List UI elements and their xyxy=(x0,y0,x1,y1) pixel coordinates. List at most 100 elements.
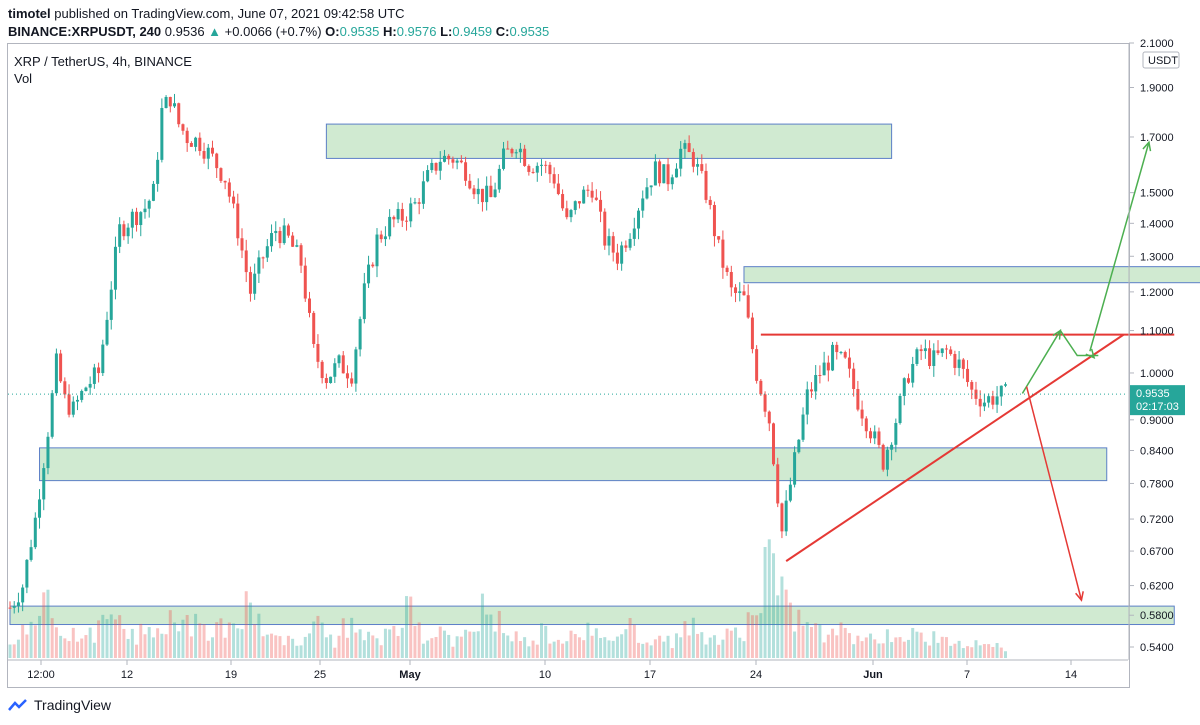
volume-bar xyxy=(316,615,320,658)
candle-body xyxy=(320,361,324,379)
volume-legend: Vol xyxy=(14,71,33,86)
candle-body xyxy=(696,164,700,167)
volume-bar xyxy=(198,623,202,658)
volume-bar xyxy=(97,620,101,658)
candle-body xyxy=(248,272,252,294)
candle-body xyxy=(362,283,366,320)
h-label: H: xyxy=(383,24,397,39)
volume-bar xyxy=(915,631,919,658)
candle-body xyxy=(59,353,63,382)
red-arrowhead xyxy=(1075,591,1084,602)
volume-bar xyxy=(63,638,67,658)
volume-bar xyxy=(788,602,792,658)
price-tick-label: 1.7000 xyxy=(1140,132,1174,144)
candle-body xyxy=(67,394,71,415)
volume-bar xyxy=(759,613,763,658)
volume-bar xyxy=(379,645,383,658)
volume-bar xyxy=(417,622,421,658)
volume-bar xyxy=(911,627,915,658)
candle-body xyxy=(80,390,84,400)
price-tick-label: 0.9000 xyxy=(1140,415,1174,427)
support-trendline xyxy=(785,333,1125,562)
volume-bar xyxy=(240,629,244,658)
candle-body xyxy=(227,182,231,197)
volume-bar xyxy=(350,617,354,658)
candle-body xyxy=(447,155,451,160)
candle-body xyxy=(291,235,295,247)
change: +0.0066 (+0.7%) xyxy=(224,24,322,39)
volume-bar xyxy=(480,593,484,658)
volume-bar xyxy=(202,624,206,658)
candle-body xyxy=(54,353,58,394)
candle-body xyxy=(101,344,105,374)
candle-body xyxy=(662,164,666,184)
candle-body xyxy=(177,103,181,125)
candle-body xyxy=(767,411,771,424)
last-price: 0.9536 xyxy=(164,24,205,39)
candle-body xyxy=(354,349,358,384)
candle-body xyxy=(873,431,877,439)
candle-body xyxy=(168,96,172,107)
volume-bar xyxy=(371,635,375,658)
candle-body xyxy=(755,349,759,381)
candle-body xyxy=(405,220,409,222)
volume-bar xyxy=(42,592,46,658)
volume-bar xyxy=(88,627,92,658)
volume-bar xyxy=(8,644,12,658)
volume-bar xyxy=(814,623,818,658)
volume-bar xyxy=(518,640,522,658)
volume-bar xyxy=(755,615,759,658)
time-tick-label: 12:00 xyxy=(27,669,55,681)
green-arrowhead xyxy=(1142,140,1152,152)
candle-body xyxy=(860,409,864,419)
candle-body xyxy=(97,367,101,374)
volume-bar xyxy=(459,636,463,658)
candle-body xyxy=(210,147,214,154)
candle-body xyxy=(805,389,809,415)
candle-body xyxy=(21,587,25,603)
volume-bar xyxy=(725,628,729,658)
tradingview-logo[interactable]: TradingView xyxy=(8,697,111,713)
volume-bar xyxy=(535,644,539,658)
candle-body xyxy=(502,148,506,169)
red-breakdown-arrow xyxy=(1025,386,1083,601)
candle-body xyxy=(603,211,607,246)
price-tick-label: 0.6200 xyxy=(1140,581,1174,593)
volume-bar xyxy=(573,634,577,658)
volume-bar xyxy=(113,619,117,658)
volume-bar xyxy=(130,628,134,658)
candle-body xyxy=(594,197,598,200)
candle-body xyxy=(194,137,198,147)
o-label: O: xyxy=(325,24,340,39)
volume-bar xyxy=(658,635,662,658)
candle-body xyxy=(16,602,20,606)
currency-label: USDT xyxy=(1148,55,1178,67)
candle-body xyxy=(932,350,936,366)
candle-body xyxy=(987,396,991,403)
candle-body xyxy=(852,368,856,390)
volume-bar xyxy=(881,643,885,658)
candle-body xyxy=(611,236,615,253)
volume-bar xyxy=(936,642,940,658)
volume-bar xyxy=(603,637,607,658)
volume-bar xyxy=(923,641,927,658)
candle-body xyxy=(189,143,193,147)
candle-body xyxy=(742,291,746,296)
candle-body xyxy=(240,238,244,251)
volume-bar xyxy=(544,625,548,658)
volume-bar xyxy=(721,639,725,658)
candle-body xyxy=(974,389,978,399)
candle-body xyxy=(544,164,548,166)
candle-body xyxy=(535,165,539,173)
volume-bar xyxy=(548,643,552,658)
candle-body xyxy=(548,164,552,175)
candle-body xyxy=(869,431,873,439)
time-tick-label: 12 xyxy=(121,669,133,681)
candle-body xyxy=(438,161,442,171)
volume-bar xyxy=(523,637,527,658)
volume-bar xyxy=(139,623,143,658)
volume-bar xyxy=(25,634,29,658)
volume-bar xyxy=(540,623,543,658)
volume-bar xyxy=(210,637,214,658)
